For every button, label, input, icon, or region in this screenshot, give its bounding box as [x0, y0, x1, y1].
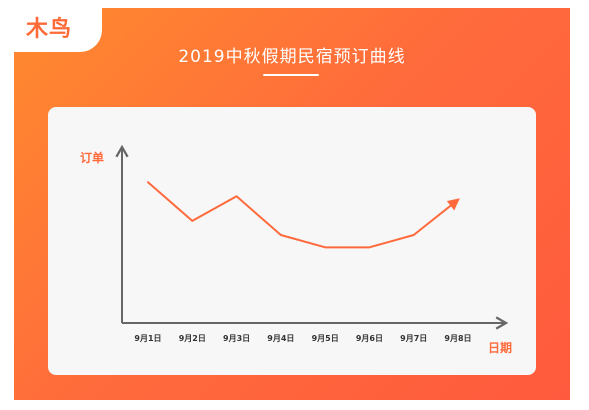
- data-point: [323, 245, 327, 249]
- x-tick-label: 9月4日: [267, 334, 294, 343]
- data-point: [146, 180, 150, 184]
- x-tick-label: 9月5日: [312, 334, 339, 343]
- x-tick-label: 9月3日: [223, 334, 250, 343]
- x-tick-label: 9月8日: [444, 334, 471, 343]
- data-point: [456, 198, 460, 202]
- line-chart: 订单 日期 9月1日 9月2日 9月3日 9月4日 9月5日 9月6日 9月7日 9月8日: [80, 144, 512, 355]
- data-point: [367, 245, 371, 249]
- poster-card: 木鸟 2019中秋假期民宿预订曲线 订单 日期 9月1日 9月2日 9月3日 9月4日…: [14, 8, 570, 400]
- logo-tab: 木鸟: [14, 8, 102, 52]
- y-axis-label: 订单: [80, 150, 104, 165]
- data-point: [412, 233, 416, 237]
- data-point: [279, 233, 283, 237]
- data-point: [190, 219, 194, 223]
- logo: 木鸟: [26, 17, 73, 42]
- x-tick-labels: 9月1日 9月2日 9月3日 9月4日 9月5日 9月6日 9月7日 9月8日: [134, 334, 471, 343]
- data-point: [235, 194, 239, 198]
- x-tick-label: 9月2日: [179, 334, 206, 343]
- chart-title: 2019中秋假期民宿预订曲线: [178, 47, 406, 67]
- chart-panel: 订单 日期 9月1日 9月2日 9月3日 9月4日 9月5日 9月6日 9月7日 9月8日: [48, 107, 536, 375]
- x-tick-label: 9月6日: [356, 334, 383, 343]
- x-tick-label: 9月7日: [400, 334, 427, 343]
- x-tick-label: 9月1日: [134, 334, 161, 343]
- title-underline: [263, 74, 319, 76]
- x-axis-label: 日期: [488, 340, 512, 355]
- series-line-group: [146, 180, 460, 249]
- series-line: [147, 181, 460, 249]
